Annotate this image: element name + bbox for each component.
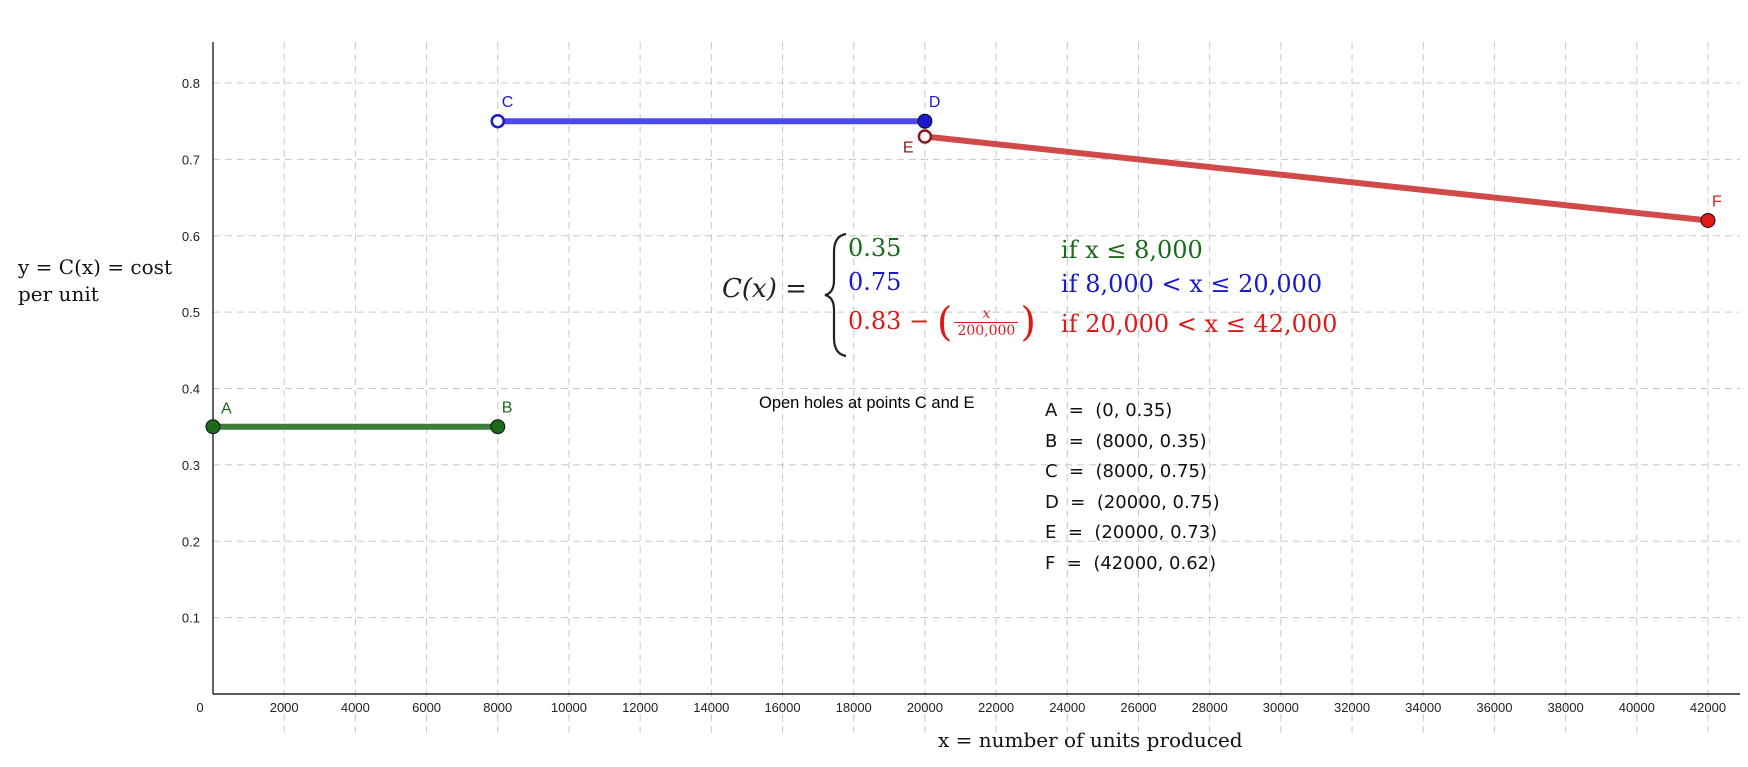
y-tick-label: 0.8 (182, 76, 200, 91)
point-e-open (917, 129, 933, 144)
x-tick-label: 0 (196, 700, 203, 715)
x-axis-label: x = number of units produced (938, 728, 1243, 752)
x-tick-label: 26000 (1120, 700, 1156, 715)
y-axis-label-line2: per unit (18, 282, 99, 306)
y-tick-label: 0.7 (182, 152, 200, 167)
coord-d: D = (20000, 0.75) (1045, 491, 1220, 513)
y-tick-label: 0.6 (182, 229, 200, 244)
coord-a: A = (0, 0.35) (1045, 400, 1173, 421)
coord-b: B = (8000, 0.35) (1045, 430, 1207, 452)
grid (213, 42, 1740, 738)
coord-c: C = (8000, 0.75) (1045, 461, 1207, 482)
x-tick-label: 8000 (483, 700, 512, 715)
point-c-open (490, 113, 506, 129)
case-3-condition: if 20,000 < x ≤ 42,000 (1061, 310, 1338, 338)
x-tick-label: 24000 (1049, 700, 1085, 715)
y-tick-label: 0.5 (182, 305, 200, 320)
x-tick-label: 42000 (1690, 700, 1726, 715)
series-segment-3 (924, 133, 1709, 224)
x-tick-label: 20000 (907, 700, 943, 715)
data-points: A B C D E F (205, 94, 1722, 435)
piecewise-formula: C(x) = 0.35 if x ≤ 8,000 0.75 if 8,000 <… (722, 230, 1362, 360)
case-2-value: 0.75 (848, 268, 902, 296)
point-label-e: E (903, 139, 914, 156)
y-tick-label: 0.3 (182, 458, 200, 473)
x-tick-label: 36000 (1476, 700, 1512, 715)
point-coordinates-list: A = (0, 0.35) B = (8000, 0.35) C = (8000… (1045, 396, 1220, 579)
point-label-b: B (502, 400, 513, 417)
coord-e: E = (20000, 0.73) (1045, 522, 1218, 543)
tick-labels: 0 2000 4000 6000 8000 10000 12000 14000 16000 180… (182, 76, 1726, 715)
x-tick-label: 30000 (1263, 700, 1299, 715)
x-tick-label: 16000 (764, 700, 800, 715)
case-1-condition: if x ≤ 8,000 (1061, 236, 1203, 264)
point-f (1700, 212, 1716, 228)
x-tick-label: 34000 (1405, 700, 1441, 715)
x-tick-label: 6000 (412, 700, 441, 715)
case-3-prefix: 0.83 − (848, 307, 930, 335)
y-axis-label: y = C(x) = cost per unit (18, 254, 172, 308)
x-tick-label: 4000 (341, 700, 370, 715)
x-tick-label: 10000 (551, 700, 587, 715)
x-tick-label: 2000 (270, 700, 299, 715)
open-holes-note: Open holes at points C and E (759, 394, 975, 412)
x-tick-label: 22000 (978, 700, 1014, 715)
y-tick-label: 0.1 (182, 611, 200, 626)
point-label-a: A (221, 401, 232, 418)
y-tick-label: 0.4 (182, 382, 200, 397)
formula-equals: = (785, 274, 807, 304)
point-label-c: C (502, 94, 514, 111)
y-tick-label: 0.2 (182, 534, 200, 549)
case-3-fraction: x 200,000 (954, 306, 1019, 339)
point-a (205, 419, 221, 435)
y-axis-label-line1: y = C(x) = cost (18, 255, 172, 279)
point-d (917, 113, 933, 129)
x-tick-label: 40000 (1619, 700, 1655, 715)
point-label-f: F (1712, 193, 1722, 210)
formula-lhs: C(x) = (722, 274, 807, 304)
case-3-value: 0.83 − (x 200,000) (848, 299, 1036, 346)
formula-function-name: C(x) (722, 274, 777, 304)
point-b (490, 419, 506, 435)
case-2-condition: if 8,000 < x ≤ 20,000 (1061, 270, 1323, 298)
coord-f: F = (42000, 0.62) (1045, 552, 1217, 574)
x-tick-label: 12000 (622, 700, 658, 715)
x-tick-label: 14000 (693, 700, 729, 715)
x-tick-label: 38000 (1548, 700, 1584, 715)
x-tick-label: 18000 (836, 700, 872, 715)
x-tick-label: 32000 (1334, 700, 1370, 715)
axes (212, 42, 1740, 695)
x-tick-label: 28000 (1192, 700, 1228, 715)
formula-brace (824, 232, 847, 358)
point-label-d: D (929, 94, 941, 111)
series (213, 118, 1709, 430)
case-1-value: 0.35 (848, 234, 902, 262)
